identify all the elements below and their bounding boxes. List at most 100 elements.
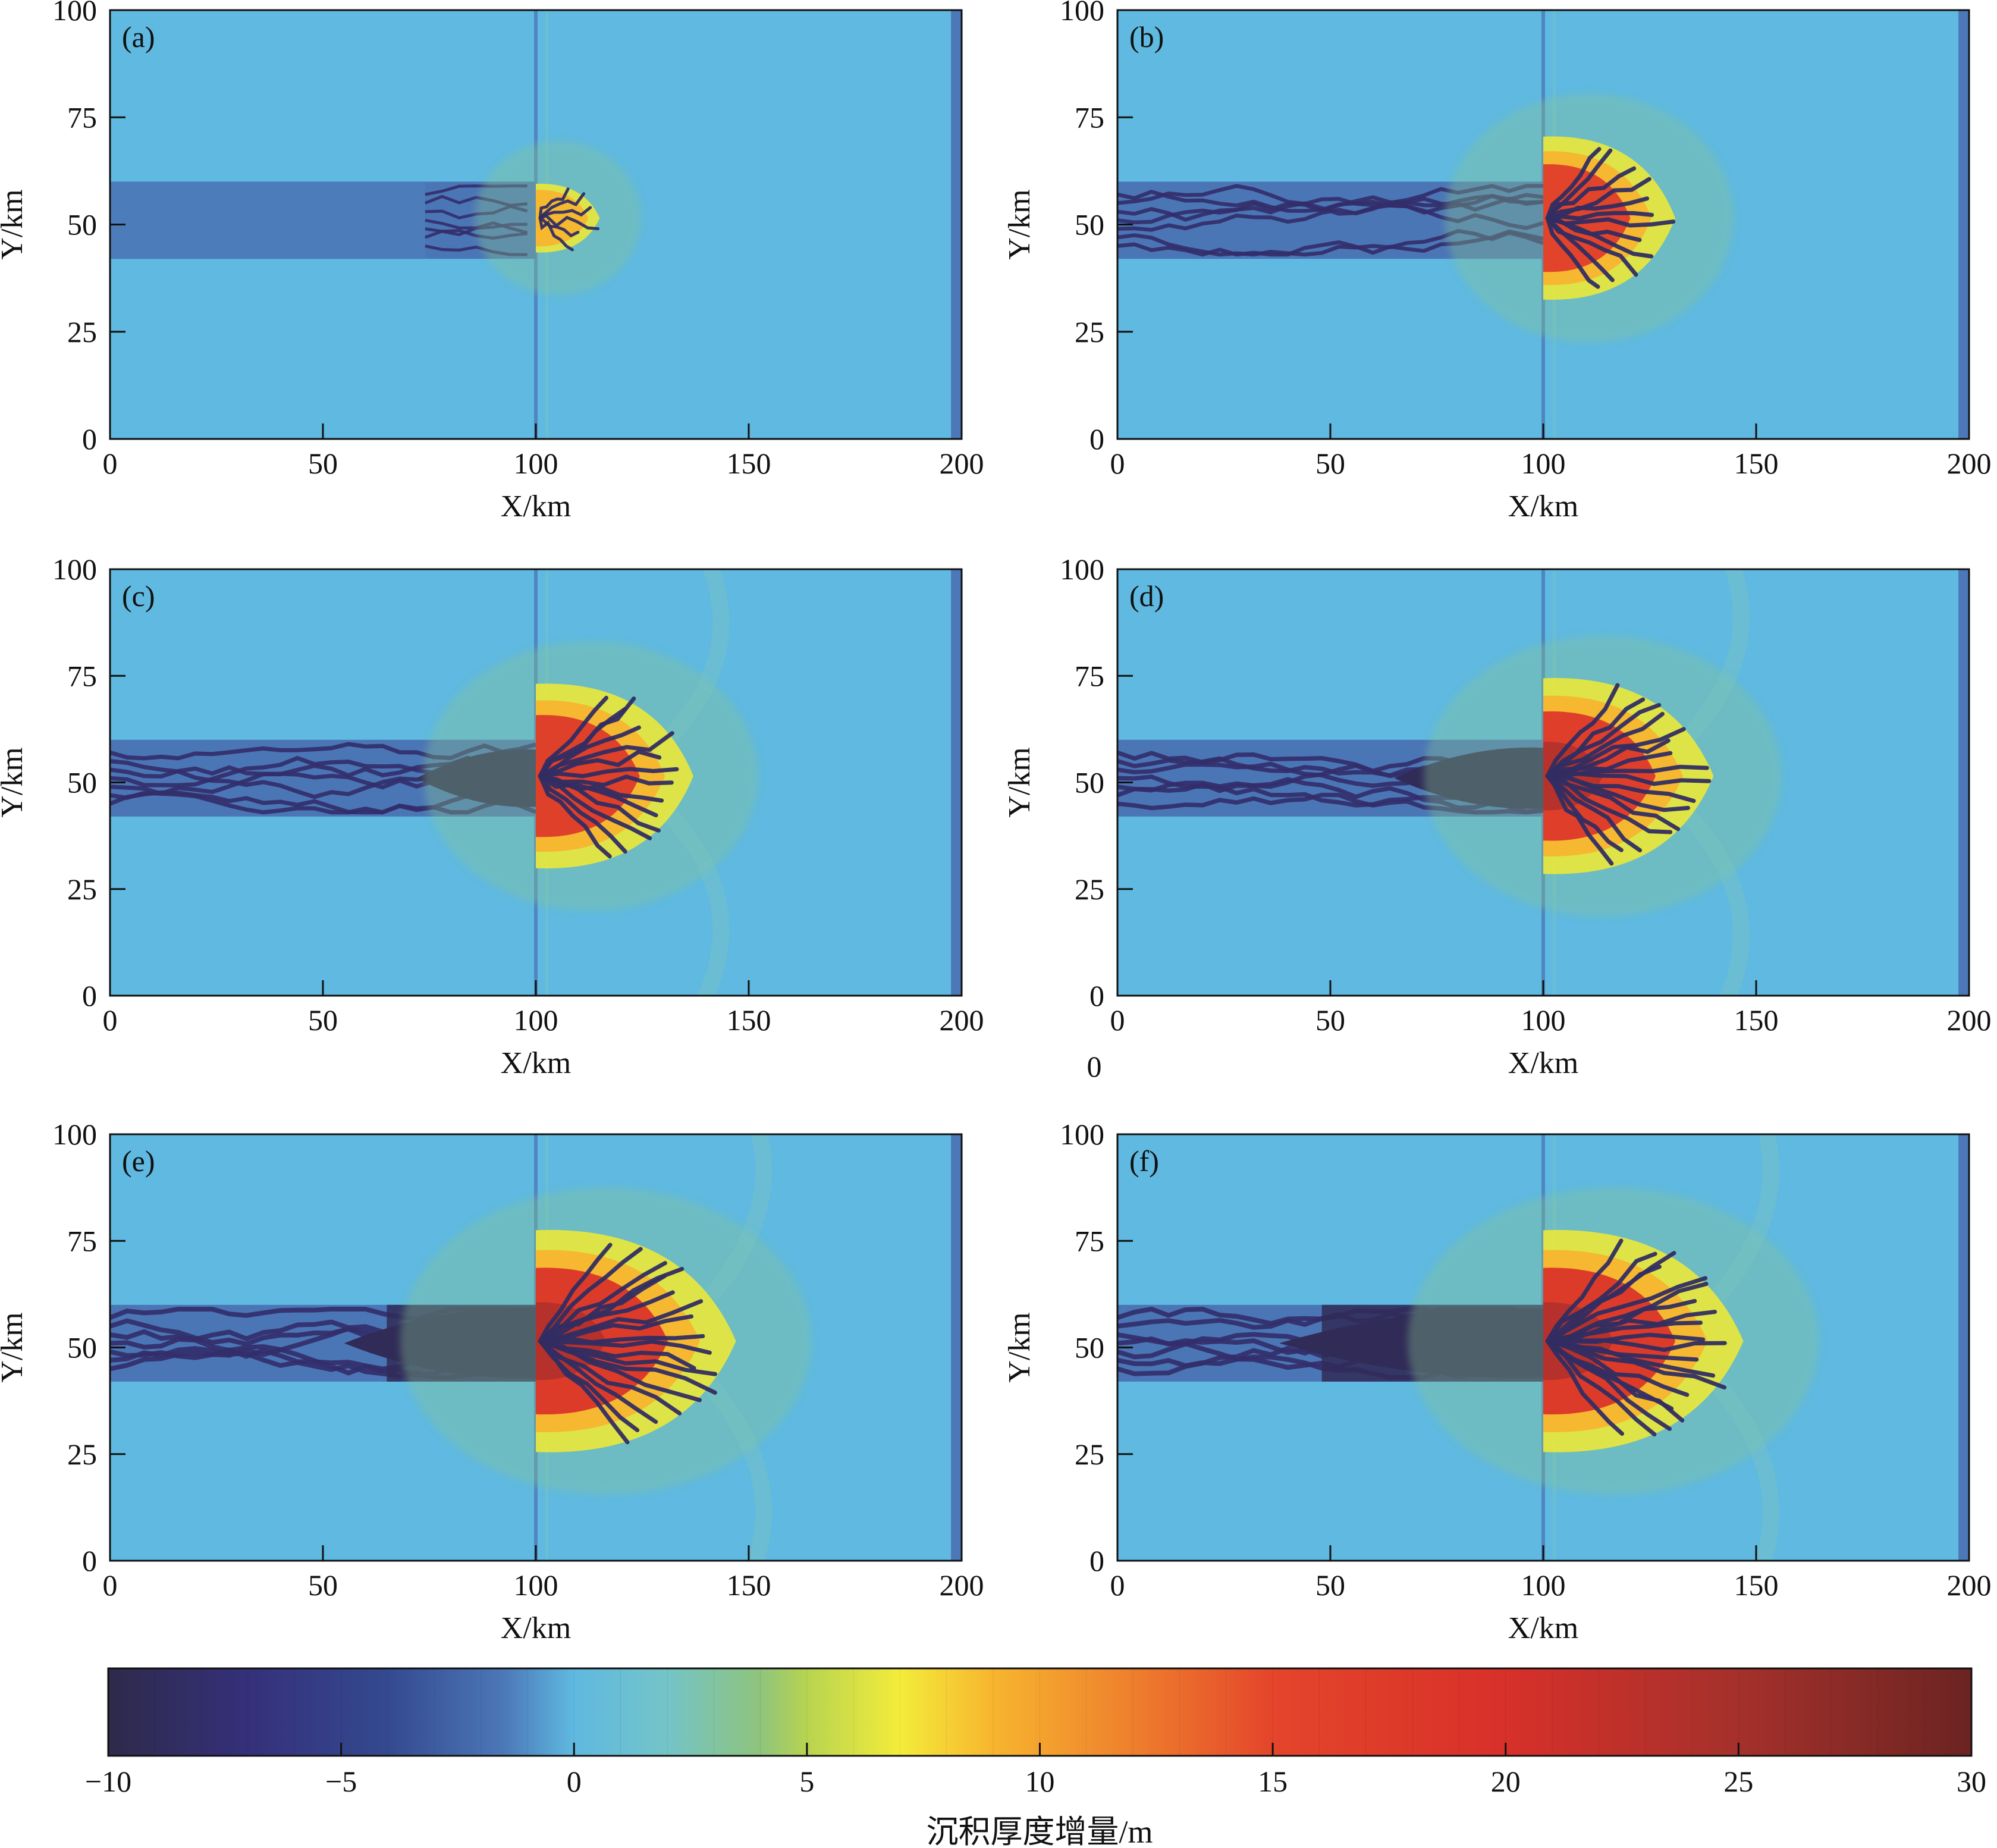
x-tick-label: 0 [103,1003,118,1037]
panel-label: (c) [122,579,155,613]
y-tick-label: 100 [1060,0,1104,27]
colorbar-tick-label: 0 [567,1765,582,1798]
y-tick-label: 0 [82,1544,97,1577]
x-tick-label: 150 [1734,1003,1779,1037]
x-tick-label: 150 [727,1003,771,1037]
y-tick-label: 25 [1075,1438,1104,1471]
panels: 0 50 100 150 200 0 25 50 75 100 X/km Y/km (a) 0 50 100 1… [0,0,1992,1645]
x-tick-label: 150 [727,1568,771,1602]
x-tick-label: 100 [514,1003,558,1037]
y-tick-label: 50 [67,766,97,799]
x-tick-label: 200 [940,1003,984,1037]
colorbar-tick-label: 10 [1025,1765,1055,1798]
y-tick-label: 0 [82,422,97,456]
colorbar-tick-label: 25 [1723,1765,1753,1798]
panel-label: (f) [1129,1144,1159,1178]
colorbar-tick-label: 30 [1957,1765,1986,1798]
y-tick-label: 100 [1060,1118,1104,1151]
x-tick-label: 100 [1521,1003,1566,1037]
y-tick-label: 100 [1060,553,1104,586]
panel-label: (a) [122,20,155,54]
y-tick-label: 100 [52,553,97,586]
x-tick-label: 150 [1734,447,1779,480]
x-tick-label: 50 [1315,1568,1345,1602]
colorbar-title: 沉积厚度增量/m [926,1814,1153,1848]
y-tick-label: 25 [67,873,97,906]
y-axis-title: Y/km [1003,747,1037,817]
y-tick-label: 50 [1075,1331,1104,1364]
y-tick-label: 50 [1075,766,1104,799]
thickness-field [110,569,962,996]
thickness-field [110,10,962,439]
x-tick-label: 50 [308,1568,338,1602]
x-tick-label: 200 [940,447,984,480]
thickness-field [1117,1134,1969,1561]
y-tick-label: 0 [1089,1544,1104,1577]
x-tick-label: 100 [514,1568,558,1602]
y-tick-label: 100 [52,0,97,27]
panel-b: 0 50 100 150 200 0 25 50 75 100 X/km Y/km (b) [1003,0,1992,523]
x-tick-label: 50 [1315,447,1345,480]
x-tick-label: 0 [103,447,118,480]
x-tick-label: 200 [940,1568,984,1602]
y-tick-label: 50 [67,208,97,241]
y-tick-label: 50 [67,1331,97,1364]
panel-label: (e) [122,1144,155,1178]
y-tick-label: 75 [1075,101,1104,134]
x-tick-label: 50 [1315,1003,1345,1037]
y-tick-label: 75 [67,1224,97,1257]
panel-f: 0 50 100 150 200 0 25 50 75 100 X/km Y/km (f) [1003,1118,1992,1645]
y-tick-label: 0 [82,979,97,1012]
x-axis-title: X/km [1508,1046,1578,1080]
x-tick-label: 0 [103,1568,118,1602]
thickness-field [1117,10,1969,439]
y-tick-label: 100 [52,1118,97,1151]
y-axis-title: Y/km [0,189,29,259]
thickness-field [110,1134,962,1561]
y-tick-label: 25 [1075,315,1104,349]
y-axis-title: Y/km [0,1312,29,1382]
y-tick-label: 75 [1075,1224,1104,1257]
x-tick-label: 200 [1947,1003,1992,1037]
y-tick-label: 0 [1089,979,1104,1012]
colorbar-tick-label: −5 [325,1765,357,1798]
colorbar-ticks: −10 −5 0 5 10 15 20 25 30 [85,1668,1986,1798]
colorbar-tick-label: 5 [799,1765,814,1798]
y-axis-title: Y/km [1003,189,1037,259]
x-axis-title: X/km [501,490,571,523]
y-axis-title: Y/km [0,747,29,817]
panel-c: 0 50 100 150 200 0 25 50 75 100 X/km Y/km (c) [0,553,984,1080]
x-axis-title: X/km [1508,1611,1578,1645]
y-tick-label: 75 [67,659,97,692]
x-axis-title: X/km [1508,490,1578,523]
y-tick-label: 50 [1075,208,1104,241]
panel-label: (b) [1129,20,1164,54]
x-tick-label: 150 [1734,1568,1779,1602]
x-tick-label: 100 [514,447,558,480]
x-tick-label: 100 [1521,1568,1566,1602]
panel-label: (d) [1129,579,1164,613]
panel-d: 0 50 100 150 200 0 25 50 75 100 X/km Y/km (d) [1003,553,1992,1080]
colorbar-strip [107,1667,1973,1757]
x-axis-title: X/km [501,1046,571,1080]
y-tick-label: 75 [1075,659,1104,692]
x-tick-label: 50 [308,1003,338,1037]
colorbar-tick-label: −10 [85,1765,131,1798]
x-tick-label: 50 [308,447,338,480]
x-tick-label: 0 [1110,1003,1125,1037]
thickness-field [1117,569,1969,996]
colorbar-tick-label: 20 [1491,1765,1521,1798]
x-tick-label: 200 [1947,447,1992,480]
y-axis-title: Y/km [1003,1312,1037,1382]
y-tick-label: 25 [67,1438,97,1471]
y-tick-label: 25 [67,315,97,349]
x-tick-label: 150 [727,447,771,480]
panel-e: 0 50 100 150 200 0 25 50 75 100 X/km Y/km (e) [0,1118,984,1645]
y-tick-label: 75 [67,101,97,134]
x-tick-label: 100 [1521,447,1566,480]
panel-a: 0 50 100 150 200 0 25 50 75 100 X/km Y/km (a) [0,0,984,523]
colorbar: −10 −5 0 5 10 15 20 25 30 沉积厚度增量/m [85,1667,1986,1848]
x-tick-label: 0 [1110,1568,1125,1602]
stray-zero-label: 0 [1087,1050,1102,1083]
